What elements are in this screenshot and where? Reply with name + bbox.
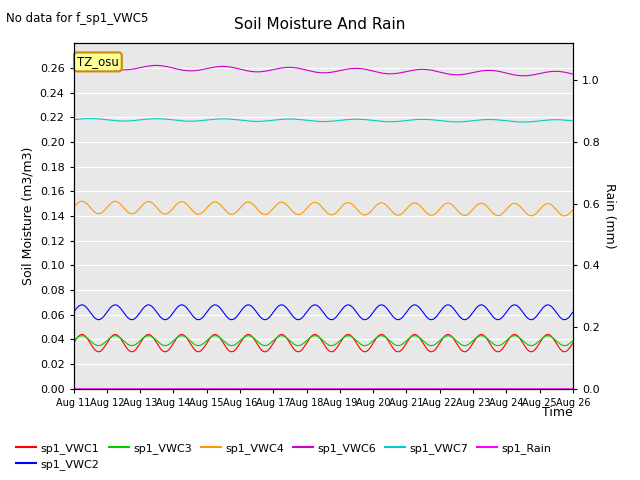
Y-axis label: Rain (mm): Rain (mm) <box>604 183 616 249</box>
Text: TZ_osu: TZ_osu <box>77 55 119 69</box>
Text: No data for f_sp1_VWC5: No data for f_sp1_VWC5 <box>6 12 148 25</box>
Y-axis label: Soil Moisture (m3/m3): Soil Moisture (m3/m3) <box>21 147 34 285</box>
Text: Time: Time <box>542 406 573 419</box>
Text: Soil Moisture And Rain: Soil Moisture And Rain <box>234 17 406 32</box>
Legend: sp1_VWC1, sp1_VWC2, sp1_VWC3, sp1_VWC4, sp1_VWC6, sp1_VWC7, sp1_Rain: sp1_VWC1, sp1_VWC2, sp1_VWC3, sp1_VWC4, … <box>12 438 556 474</box>
